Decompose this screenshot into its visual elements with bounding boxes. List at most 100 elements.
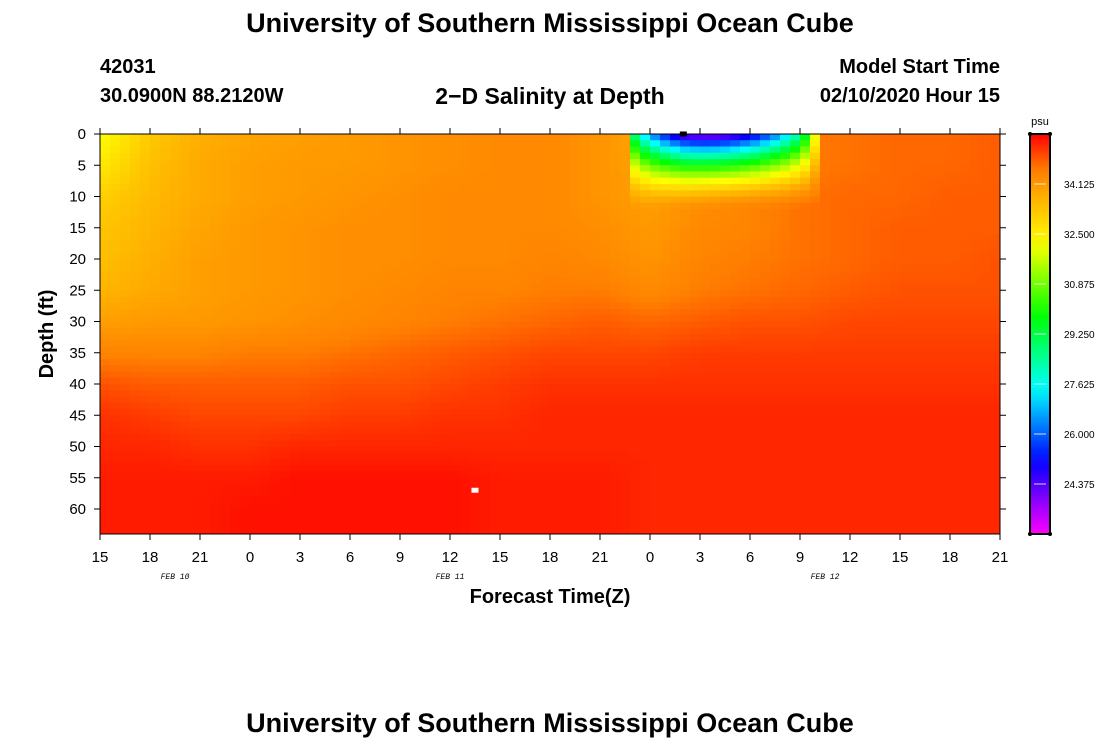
heat-cell (560, 446, 571, 454)
heat-cell (590, 371, 601, 379)
heat-cell (220, 146, 231, 154)
station-coordinates: 30.0900N 88.2120W (100, 85, 284, 107)
heat-cell (130, 184, 141, 191)
heat-cell (970, 190, 981, 198)
heat-cell (520, 159, 531, 166)
heat-cell (220, 327, 231, 335)
heat-cell (200, 334, 211, 341)
heat-cell (720, 171, 731, 179)
heat-cell (600, 259, 611, 266)
heat-cell (490, 384, 501, 391)
heat-cell (660, 409, 671, 416)
heat-cell (230, 402, 241, 410)
heat-cell (150, 427, 161, 435)
heat-cell (990, 446, 1000, 454)
heat-cell (520, 346, 531, 354)
heat-cell (700, 290, 711, 298)
heat-cell (160, 477, 171, 485)
heat-cell (610, 415, 621, 423)
heat-cell (670, 446, 681, 454)
heat-cell (250, 446, 261, 454)
heat-cell (370, 465, 381, 473)
page-title: University of Southern Mississippi Ocean… (246, 8, 854, 38)
heat-cell (270, 265, 281, 273)
heat-cell (900, 452, 911, 460)
heat-cell (460, 302, 471, 310)
heat-cell (740, 246, 751, 254)
heat-cell (100, 177, 111, 185)
heat-cell (850, 296, 861, 304)
heat-cell (440, 159, 451, 166)
heat-cell (900, 359, 911, 366)
heat-cell (250, 459, 261, 466)
heat-cell (300, 415, 311, 423)
heat-cell (690, 190, 701, 198)
heat-cell (550, 384, 561, 391)
heat-cell (890, 284, 901, 291)
heat-cell (100, 296, 111, 304)
heat-cell (910, 396, 921, 404)
heat-cell (690, 327, 701, 335)
heat-cell (540, 259, 551, 266)
heat-cell (550, 365, 561, 373)
heat-cell (360, 459, 371, 466)
heat-cell (510, 259, 521, 266)
heat-cell (280, 196, 291, 204)
heat-cell (890, 440, 901, 448)
heat-cell (570, 459, 581, 466)
heat-cell (710, 315, 721, 323)
heat-cell (380, 377, 391, 385)
heat-cell (240, 315, 251, 323)
heat-cell (920, 402, 931, 410)
heat-cell (810, 346, 821, 354)
heat-cell (290, 234, 301, 241)
heat-cell (880, 284, 891, 291)
heat-cell (740, 327, 751, 335)
heat-cell (370, 140, 381, 148)
heat-cell (430, 221, 441, 229)
heat-cell (310, 446, 321, 454)
heat-cell (450, 209, 461, 216)
heat-cell (380, 140, 391, 148)
heat-cell (120, 159, 131, 166)
heat-cell (260, 271, 271, 279)
heat-cell (290, 427, 301, 435)
heat-cell (710, 202, 721, 210)
heat-cell (780, 284, 791, 291)
heat-cell (430, 446, 441, 454)
heat-cell (410, 446, 421, 454)
heat-cell (470, 465, 481, 473)
heat-cell (600, 284, 611, 291)
heat-cell (250, 184, 261, 191)
heat-cell (360, 377, 371, 385)
heat-cell (510, 209, 521, 216)
heat-cell (920, 359, 931, 366)
heat-cell (490, 265, 501, 273)
heat-cell (810, 159, 821, 166)
heat-cell (300, 284, 311, 291)
heat-cell (960, 465, 971, 473)
heat-cell (320, 177, 331, 185)
heat-cell (800, 259, 811, 266)
heat-cell (160, 452, 171, 460)
heat-cell (190, 240, 201, 248)
heat-cell (430, 352, 441, 360)
heat-cell (110, 271, 121, 279)
heat-cell (660, 277, 671, 285)
heat-cell (960, 352, 971, 360)
heat-cell (370, 377, 381, 385)
heat-cell (850, 259, 861, 266)
heat-cell (980, 134, 991, 141)
heat-cell (420, 327, 431, 335)
heat-cell (680, 396, 691, 404)
heat-cell (320, 371, 331, 379)
heat-cell (140, 446, 151, 454)
heat-cell (780, 421, 791, 429)
heat-cell (920, 296, 931, 304)
heat-cell (650, 234, 661, 241)
heat-cell (790, 159, 801, 166)
heat-cell (510, 134, 521, 141)
heat-cell (730, 171, 741, 179)
heat-cell (940, 459, 951, 466)
heat-cell (950, 396, 961, 404)
